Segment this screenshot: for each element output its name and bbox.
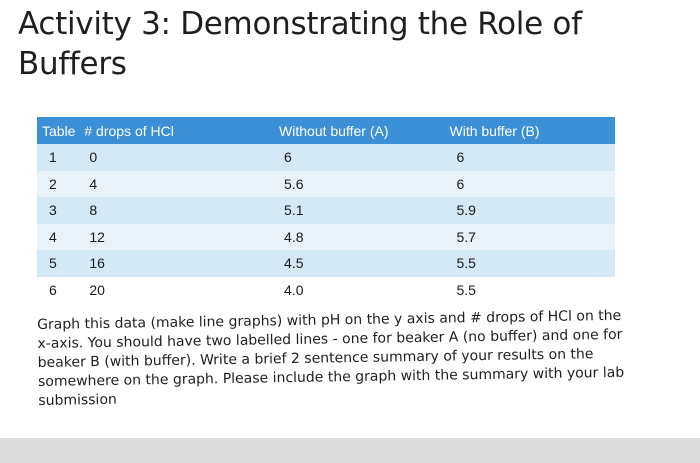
title-line-1: Activity 3: Demonstrating the Role of (18, 6, 582, 42)
cell-without-buffer: 4.8 (274, 223, 445, 250)
header-with-buffer: With buffer (B) (444, 117, 615, 144)
cell-without-buffer: 6 (274, 144, 445, 171)
cell-with-buffer: 6 (444, 144, 615, 171)
header-drops-hcl: # drops of HCl (79, 117, 275, 144)
cell-with-buffer: 5.9 (444, 197, 615, 224)
title-line-2: Buffers (18, 46, 127, 82)
cell-drops: 12 (79, 223, 275, 250)
cell-with-buffer: 5.5 (444, 276, 615, 303)
cell-with-buffer: 6 (444, 170, 615, 197)
data-table: Table # drops of HCl Without buffer (A) … (37, 117, 615, 303)
table-row: 3 8 5.1 5.9 (37, 197, 615, 224)
cell-trial: 1 (37, 144, 80, 171)
cell-without-buffer: 4.0 (274, 276, 445, 303)
cell-trial: 2 (37, 170, 80, 197)
cell-drops: 0 (79, 144, 275, 171)
cell-without-buffer: 4.5 (274, 250, 445, 277)
table-row: 1 0 6 6 (37, 144, 615, 171)
header-without-buffer: Without buffer (A) (274, 117, 445, 144)
cell-trial: 4 (37, 223, 80, 250)
cell-with-buffer: 5.5 (444, 250, 615, 277)
bottom-margin (0, 438, 700, 463)
cell-drops: 4 (79, 170, 275, 197)
cell-without-buffer: 5.6 (274, 170, 445, 197)
table-row: 5 16 4.5 5.5 (37, 250, 615, 277)
cell-trial: 3 (37, 197, 80, 224)
cell-drops: 16 (79, 250, 275, 277)
table-row: 6 20 4.0 5.5 (37, 276, 615, 303)
activity-title: Activity 3: Demonstrating the Role of Bu… (18, 4, 658, 84)
cell-without-buffer: 5.1 (274, 197, 445, 224)
table-row: 4 12 4.8 5.7 (37, 223, 615, 250)
instructions-paragraph: Graph this data (make line graphs) with … (37, 306, 678, 411)
table-row: 2 4 5.6 6 (37, 170, 615, 197)
cell-drops: 8 (79, 197, 275, 224)
table-header-row: Table # drops of HCl Without buffer (A) … (37, 117, 615, 144)
cell-with-buffer: 5.7 (444, 223, 615, 250)
cell-trial: 5 (37, 250, 80, 277)
cell-trial: 6 (37, 276, 80, 303)
header-table: Table (37, 117, 80, 144)
cell-drops: 20 (79, 276, 275, 303)
